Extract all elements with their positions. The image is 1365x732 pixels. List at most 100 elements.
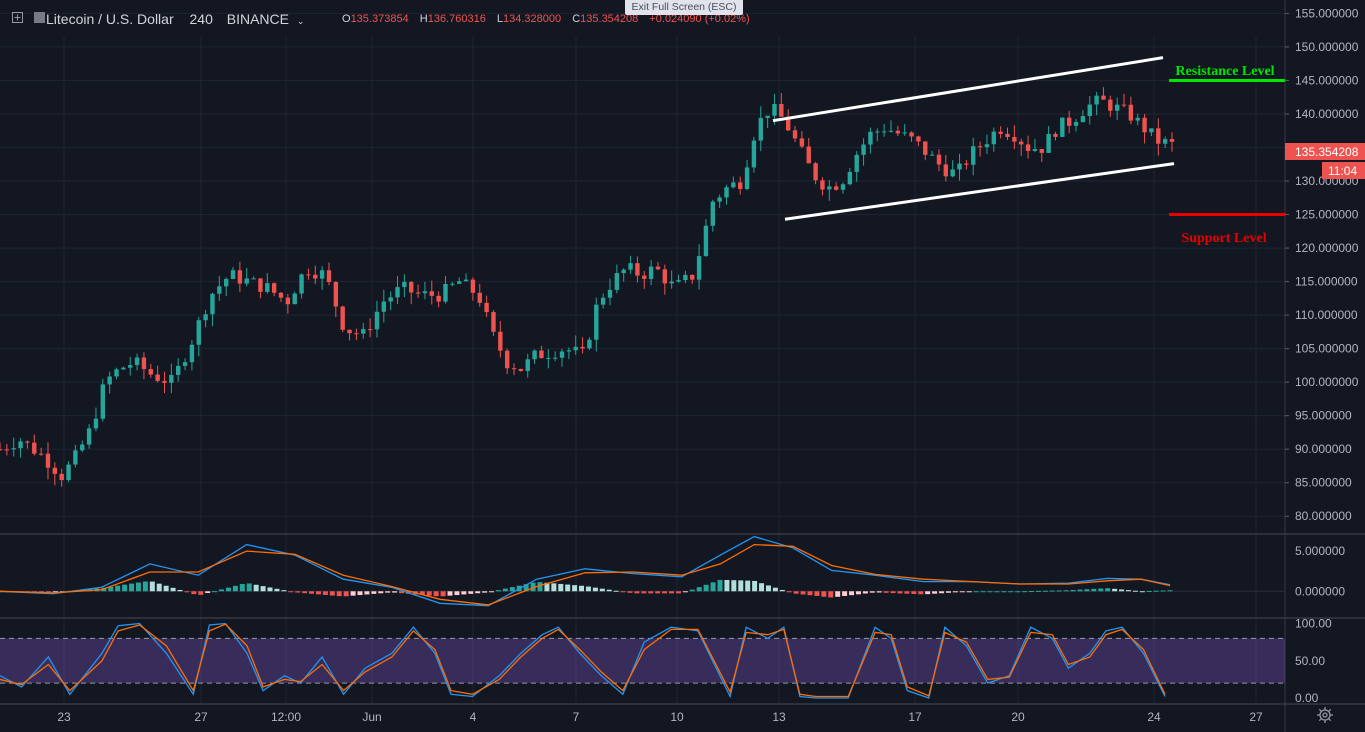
macd-histogram-bar (184, 591, 190, 593)
macd-histogram-bar (1160, 590, 1166, 592)
candle-body (25, 441, 30, 443)
macd-histogram-bar (835, 591, 841, 597)
macd-histogram-bar (973, 591, 979, 593)
macd-histogram-bar (620, 591, 626, 593)
candle-body (751, 140, 757, 168)
candle-body (628, 263, 633, 270)
macd-histogram-bar (918, 591, 924, 595)
candle-body (162, 380, 167, 383)
macd-histogram-bar (523, 584, 529, 592)
macd-histogram-bar (821, 591, 827, 597)
macd-histogram-bar (579, 585, 585, 592)
macd-histogram-bar (1091, 588, 1097, 592)
settings-gear-icon[interactable] (1316, 706, 1334, 724)
macd-histogram-bar (433, 591, 439, 597)
macd-histogram-bar (309, 591, 315, 594)
macd-histogram-bar (1042, 590, 1048, 592)
macd-histogram-bar (669, 591, 675, 594)
macd-histogram-bar (1008, 591, 1014, 593)
macd-histogram-bar (288, 591, 294, 593)
macd-histogram-bar (385, 591, 391, 593)
ascending-channel[interactable] (772, 56, 1175, 221)
macd-histogram-bar (1098, 588, 1104, 592)
macd-histogram-bar (357, 591, 363, 596)
candle-body (374, 311, 380, 330)
price-tick-label: 115.000000 (1295, 275, 1358, 289)
channel-lower-line[interactable] (784, 162, 1175, 221)
change-value: +0.024090 (+0.02%) (649, 13, 750, 25)
macd-histogram-bar (959, 591, 965, 593)
macd-histogram-bar (606, 589, 612, 592)
macd-histogram-bar (219, 589, 225, 592)
chart-logo-icon (34, 12, 45, 23)
stochastic-pane (0, 622, 1285, 699)
macd-histogram-bar (731, 580, 737, 592)
macd-histogram-bar (883, 591, 889, 593)
candle-body (203, 314, 208, 321)
candle-body (950, 169, 955, 177)
candle-body (600, 297, 606, 305)
macd-histogram-bar (232, 585, 238, 592)
candle-body (429, 291, 434, 296)
macd-histogram-bar (897, 591, 903, 594)
macd-histogram-bar (1001, 591, 1007, 593)
candle-body (621, 269, 626, 274)
candle-body (971, 146, 976, 165)
macd-histogram-bar (129, 583, 135, 592)
macd-histogram-bar (461, 591, 467, 595)
high-label: H (419, 13, 428, 25)
macd-histogram-bar (862, 591, 868, 594)
macd-histogram-bar (662, 591, 668, 594)
stoch-tick-label: 100.00 (1295, 616, 1332, 630)
macd-histogram-bar (925, 591, 931, 595)
macd-histogram-bar (759, 583, 765, 592)
macd-histogram-bar (502, 588, 508, 592)
support-resistance-levels[interactable] (1169, 78, 1285, 217)
price-tick-label: 90.000000 (1295, 442, 1352, 456)
last-price-box (1285, 143, 1365, 160)
price-axis[interactable]: 155.000000 150.000000 145.000000 140.000000… (1285, 6, 1359, 705)
candle-body (436, 295, 441, 302)
candle-body (415, 292, 421, 294)
macd-histogram-bar (315, 591, 321, 595)
price-tick-label: 120.000000 (1295, 241, 1359, 255)
close-label: C (572, 13, 581, 25)
channel-upper-line[interactable] (772, 56, 1164, 123)
macd-histogram-bar (807, 591, 813, 596)
time-axis[interactable]: 23 27 12:00 Jun 4 7 10 13 17 20 24 27 (57, 710, 1263, 724)
candle-body (1101, 95, 1106, 100)
macd-histogram-bar (724, 579, 730, 592)
candle-body (635, 263, 640, 276)
candle-body (141, 357, 147, 370)
time-tick-label: 13 (772, 710, 786, 724)
low-label: L (496, 13, 504, 25)
candle-body (244, 278, 249, 284)
symbol-name: Litecoin / U.S. Dollar (46, 11, 174, 27)
level-labels: Resistance Level Support Level (1175, 64, 1274, 246)
price-tick-label: 85.000000 (1295, 476, 1352, 490)
macd-histogram-bar (585, 586, 591, 592)
add-symbol-icon[interactable] (12, 12, 23, 23)
candle-body (861, 144, 866, 155)
last-price-value: 135.354208 (1295, 145, 1359, 159)
stoch-tick-label: 50.00 (1295, 654, 1325, 668)
macd-histogram-bar (1022, 591, 1028, 593)
exit-fullscreen-notice[interactable]: Exit Full Screen (ESC) (625, 0, 743, 15)
time-tick-label: Jun (362, 710, 381, 724)
candle-body (470, 279, 476, 293)
time-tick-label: 12:00 (271, 710, 301, 724)
macd-histogram-bar (198, 591, 204, 595)
candle-body (511, 368, 517, 370)
macd-histogram-bar (932, 591, 938, 594)
macd-histogram-bar (1084, 589, 1090, 592)
symbol-title[interactable]: Litecoin / U.S. Dollar 240 BINANCE ⌄ (46, 11, 308, 27)
macd-histogram-bar (689, 589, 695, 592)
macd-histogram-bar (39, 591, 45, 593)
countdown-value: 11:04 (1328, 164, 1357, 178)
macd-histogram-bar (1015, 591, 1021, 593)
chevron-down-icon[interactable]: ⌄ (296, 16, 305, 26)
candle-body (1162, 139, 1168, 144)
macd-histogram-bar (142, 581, 148, 592)
macd-histogram-bar (890, 591, 896, 594)
